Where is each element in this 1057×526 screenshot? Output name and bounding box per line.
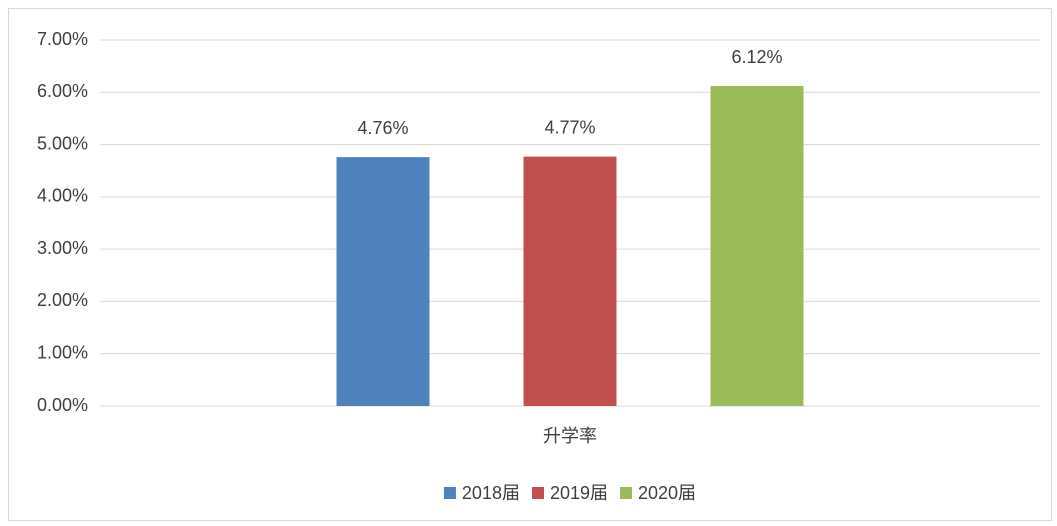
y-tick-label: 6.00% — [37, 81, 88, 101]
data-label: 4.76% — [357, 118, 408, 138]
legend-label: 2019届 — [550, 483, 608, 503]
bar — [523, 156, 617, 406]
y-tick-label: 5.00% — [37, 133, 88, 153]
bar — [710, 86, 804, 407]
y-tick-label: 0.00% — [37, 395, 88, 415]
y-tick-label: 1.00% — [37, 342, 88, 362]
x-tick-label: 升学率 — [543, 426, 597, 446]
data-label: 6.12% — [731, 47, 782, 67]
y-tick-label: 7.00% — [37, 29, 88, 49]
data-label: 4.77% — [544, 117, 595, 137]
legend-swatch — [443, 487, 456, 499]
legend-swatch — [531, 487, 544, 499]
legend-label: 2020届 — [638, 483, 696, 503]
y-tick-label: 2.00% — [37, 290, 88, 310]
y-tick-label: 3.00% — [37, 238, 88, 258]
chart-border — [8, 8, 1052, 521]
legend-swatch — [620, 487, 633, 499]
bar — [336, 157, 430, 406]
legend-label: 2018届 — [462, 483, 520, 503]
y-tick-label: 4.00% — [37, 186, 88, 206]
